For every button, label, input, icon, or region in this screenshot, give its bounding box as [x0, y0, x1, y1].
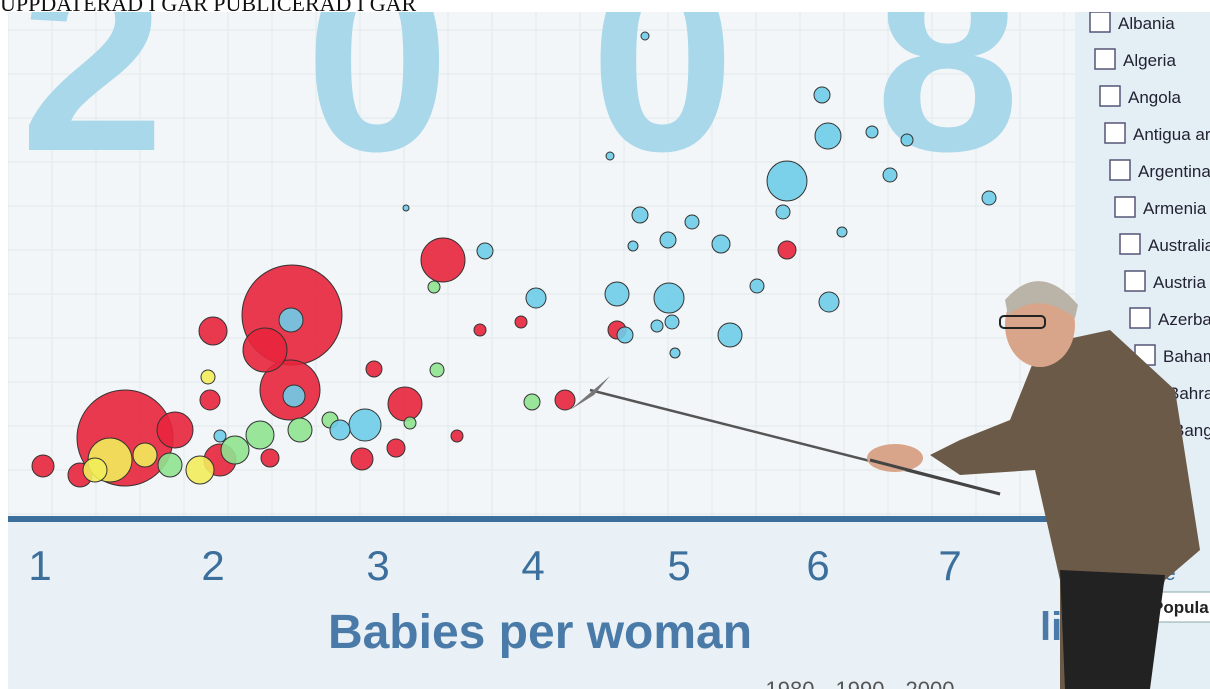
bubble [32, 455, 54, 477]
country-name: Albania [1118, 14, 1175, 33]
country-name: Algeria [1123, 51, 1176, 70]
country-name: Angola [1128, 88, 1181, 107]
bubble [214, 430, 226, 442]
country-checkbox [1095, 49, 1115, 69]
country-checkbox [1100, 86, 1120, 106]
bubble [474, 324, 486, 336]
bubble [288, 418, 312, 442]
x-tick-label: 7 [938, 542, 961, 589]
bubble [451, 430, 463, 442]
bubble [665, 315, 679, 329]
country-name: Baham [1163, 347, 1210, 366]
bubble [421, 238, 465, 282]
bubble [819, 292, 839, 312]
bubble [515, 316, 527, 328]
x-axis-line [8, 516, 1088, 522]
bubble [246, 421, 274, 449]
timeline-label: 1980 [766, 677, 815, 689]
bubble [628, 241, 638, 251]
bubble [712, 235, 730, 253]
bubble [605, 282, 629, 306]
bubble [776, 205, 790, 219]
x-tick-label: 6 [806, 542, 829, 589]
bubble [750, 279, 764, 293]
x-tick-label: 5 [667, 542, 690, 589]
timeline-label: 2000 [906, 677, 955, 689]
bubble [778, 241, 796, 259]
country-checkbox [1120, 234, 1140, 254]
bubble [767, 161, 807, 201]
bubble [403, 205, 409, 211]
bubble [606, 152, 614, 160]
bubble [654, 283, 684, 313]
bubble [366, 361, 382, 377]
x-tick-label: 2 [201, 542, 224, 589]
bubble [83, 458, 107, 482]
country-name: Australia [1148, 236, 1210, 255]
bubble [221, 436, 249, 464]
country-name: Argentina [1138, 162, 1210, 181]
bubble [330, 420, 350, 440]
country-name: Armenia [1143, 199, 1207, 218]
bubble [901, 134, 913, 146]
timeline-label: 1990 [836, 677, 885, 689]
country-checkbox [1090, 12, 1110, 32]
country-name: Azerba [1158, 310, 1210, 329]
country-name: Austria [1153, 273, 1206, 292]
bubble [685, 215, 699, 229]
country-checkbox [1115, 197, 1135, 217]
country-checkbox [1130, 308, 1150, 328]
x-axis-label: Babies per woman [328, 606, 752, 659]
bubble [526, 288, 546, 308]
bubble [617, 327, 633, 343]
x-tick-label: 4 [521, 542, 544, 589]
bubble [199, 317, 227, 345]
bubble [670, 348, 680, 358]
bubble [133, 443, 157, 467]
bubble [718, 323, 742, 347]
x-tick-label: 1 [28, 542, 51, 589]
bubble [982, 191, 996, 205]
bubble [815, 123, 841, 149]
bubble [349, 409, 381, 441]
bubble [641, 32, 649, 40]
bubble [388, 387, 422, 421]
bubble [428, 281, 440, 293]
bubble [814, 87, 830, 103]
x-tick-label: 3 [366, 542, 389, 589]
bubble [555, 390, 575, 410]
bubble [477, 243, 493, 259]
photo: UPPDATERAD I GÅR PUBLICERAD I GÅR 2008 1… [0, 0, 1210, 689]
bubble [243, 328, 287, 372]
bubble [404, 417, 416, 429]
bubble [837, 227, 847, 237]
bubble [632, 207, 648, 223]
country-checkbox [1105, 123, 1125, 143]
bubble [524, 394, 540, 410]
bubble [387, 439, 405, 457]
bubble [883, 168, 897, 182]
bubble [279, 308, 303, 332]
country-checkbox [1125, 271, 1145, 291]
bubble [186, 456, 214, 484]
bubble [157, 412, 193, 448]
bubble [430, 363, 444, 377]
bubble [158, 453, 182, 477]
bubble [201, 370, 215, 384]
bubble [660, 232, 676, 248]
bubble [351, 448, 373, 470]
bubble [283, 385, 305, 407]
country-name: Antigua ar [1133, 125, 1210, 144]
bubble [866, 126, 878, 138]
country-checkbox [1110, 160, 1130, 180]
bubble [200, 390, 220, 410]
bubble [261, 449, 279, 467]
bubble [651, 320, 663, 332]
